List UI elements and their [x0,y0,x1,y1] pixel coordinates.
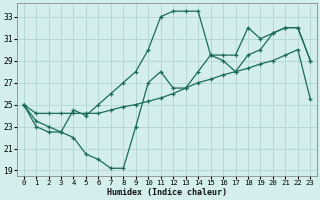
X-axis label: Humidex (Indice chaleur): Humidex (Indice chaleur) [107,188,227,197]
